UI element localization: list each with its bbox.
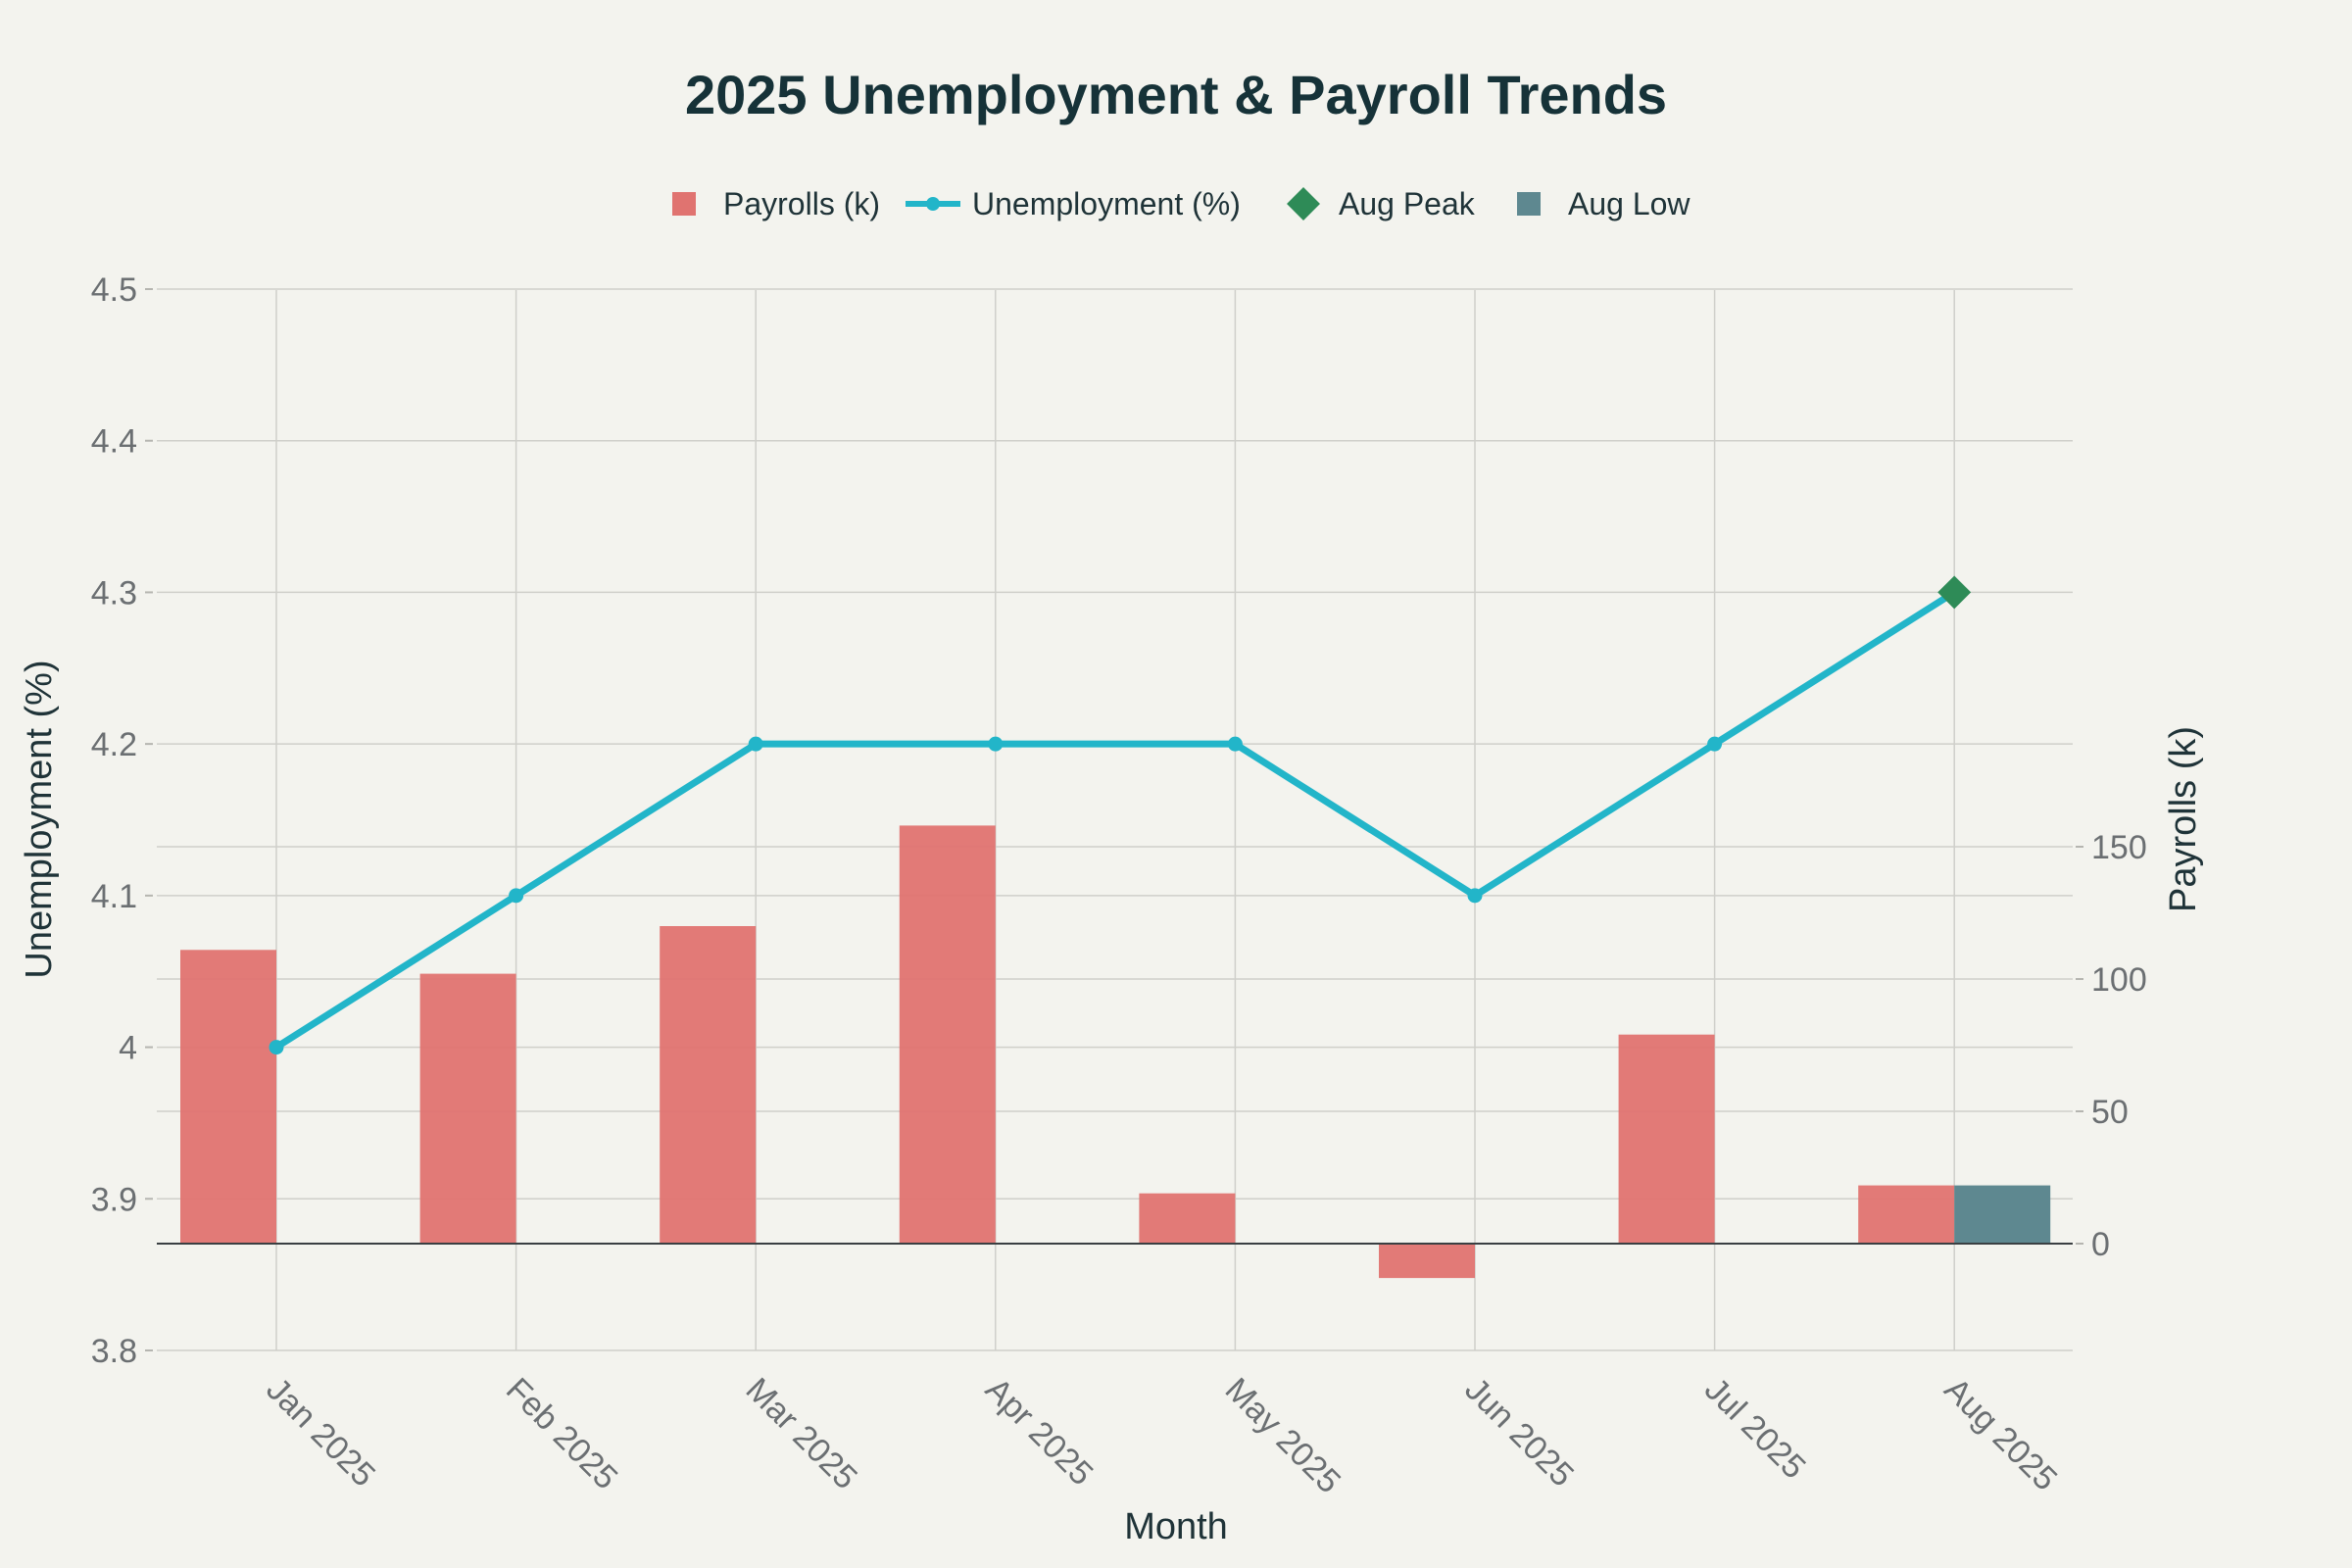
right-tick-label: 100: [2091, 961, 2147, 999]
chart-title: 2025 Unemployment & Payroll Trends: [685, 64, 1667, 125]
legend-item-unemployment[interactable]: Unemployment (%): [906, 186, 1241, 221]
legend-swatch-aug-low: [1517, 192, 1541, 216]
legend-label-payrolls: Payrolls (k): [723, 186, 880, 221]
point-unemployment[interactable]: [1227, 736, 1243, 752]
x-tick-label: Aug 2025: [1937, 1371, 2065, 1498]
right-tick-label: 50: [2091, 1094, 2129, 1131]
bar-payrolls[interactable]: [660, 926, 757, 1244]
legend-item-aug-low[interactable]: Aug Low: [1517, 186, 1690, 221]
left-tick-label: 4.4: [91, 423, 137, 461]
y-axis-right-title: Payrolls (k): [2163, 726, 2204, 912]
left-tick-label: 4.3: [91, 574, 137, 612]
x-tick-label: May 2025: [1218, 1371, 1348, 1500]
left-tick-label: 4.2: [91, 726, 137, 763]
legend-item-aug-peak[interactable]: Aug Peak: [1287, 186, 1476, 221]
legend: Payrolls (k) Unemployment (%) Aug Peak A…: [672, 186, 1690, 221]
bar-payrolls[interactable]: [180, 950, 276, 1244]
point-unemployment[interactable]: [509, 888, 524, 904]
x-tick-label: Jan 2025: [259, 1371, 382, 1494]
point-unemployment[interactable]: [988, 736, 1004, 752]
bar-payrolls[interactable]: [899, 825, 996, 1244]
y-axis-left-title: Unemployment (%): [19, 660, 60, 978]
bar-payrolls[interactable]: [1858, 1185, 1955, 1244]
legend-swatch-payrolls: [672, 192, 696, 216]
bar-aug-low[interactable]: [1954, 1185, 2051, 1244]
x-tick-label: Jul 2025: [1697, 1371, 1813, 1487]
left-tick-label: 4.5: [91, 271, 137, 309]
line-unemployment[interactable]: [274, 589, 1957, 1051]
x-tick-label: Jun 2025: [1457, 1371, 1581, 1494]
bars-layer: [180, 825, 2051, 1279]
left-tick-label: 3.8: [91, 1333, 137, 1370]
legend-label-aug-low: Aug Low: [1568, 186, 1690, 221]
legend-item-payrolls[interactable]: Payrolls (k): [672, 186, 880, 221]
x-axis-title: Month: [1124, 1506, 1228, 1547]
bar-payrolls[interactable]: [1618, 1034, 1715, 1244]
legend-label-aug-peak: Aug Peak: [1339, 186, 1476, 221]
x-tick-label: Apr 2025: [978, 1371, 1100, 1493]
axis-layer: 3.8 3.9 4 4.1 4.2 4.3 4.4 4.5 0 50 100 150 Jan 2025 F…: [91, 271, 2147, 1500]
point-unemployment[interactable]: [1707, 736, 1723, 752]
point-unemployment[interactable]: [269, 1040, 284, 1055]
x-tick-label: Feb 2025: [499, 1371, 624, 1496]
legend-swatch-aug-peak: [1287, 187, 1320, 220]
point-unemployment[interactable]: [1467, 888, 1483, 904]
line-layer: [269, 575, 1972, 1055]
legend-swatch-unemployment-dot: [926, 197, 940, 211]
x-tick-label: Mar 2025: [739, 1371, 864, 1496]
left-tick-label: 3.9: [91, 1181, 137, 1218]
right-tick-label: 150: [2091, 829, 2147, 866]
legend-label-unemployment: Unemployment (%): [972, 186, 1241, 221]
right-tick-label: 0: [2091, 1226, 2110, 1263]
point-unemployment[interactable]: [748, 736, 763, 752]
bar-payrolls[interactable]: [1139, 1193, 1236, 1244]
bar-payrolls[interactable]: [419, 973, 516, 1244]
left-tick-label: 4.1: [91, 878, 137, 915]
left-tick-label: 4: [119, 1030, 137, 1067]
bar-payrolls[interactable]: [1379, 1244, 1475, 1279]
marker-aug-peak[interactable]: [1937, 575, 1972, 610]
